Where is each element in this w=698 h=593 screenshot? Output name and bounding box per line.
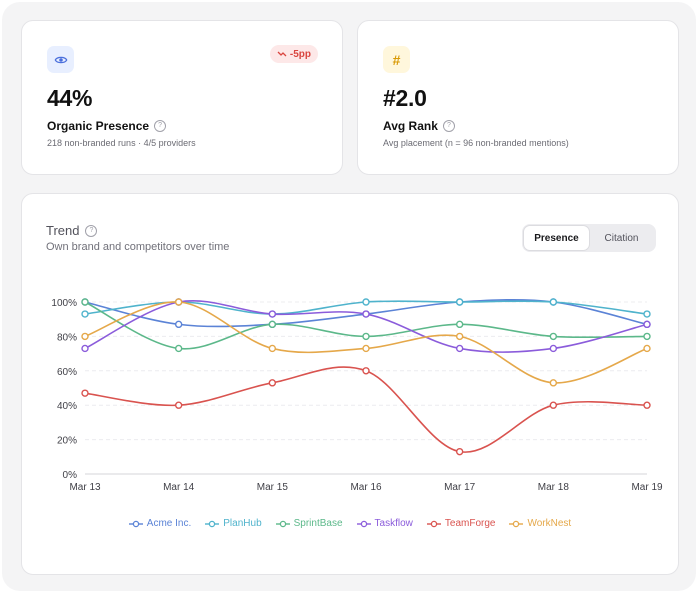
data-point [268, 344, 277, 353]
data-point [268, 320, 277, 329]
help-icon[interactable]: ? [85, 224, 98, 237]
legend-swatch [205, 520, 220, 527]
trend-card: Trend ? Own brand and competitors over t… [21, 193, 679, 575]
data-point [643, 344, 651, 353]
organic-presence-card: -5pp 44% Organic Presence ? 218 non-bran… [21, 20, 343, 175]
y-tick-label: 0% [63, 470, 78, 481]
help-icon[interactable]: ? [154, 120, 167, 132]
metric-toggle: Presence Citation [522, 224, 656, 252]
legend-label: PlanHub [223, 518, 262, 529]
data-point [455, 344, 464, 353]
toggle-presence[interactable]: Presence [524, 226, 589, 250]
x-tick-label: Mar 15 [257, 482, 289, 493]
legend-swatch [128, 520, 143, 527]
avg-rank-value: #2.0 [383, 85, 427, 111]
legend-label: TeamForge [444, 518, 496, 529]
data-point [643, 401, 651, 409]
y-tick-label: 80% [57, 332, 77, 343]
trend-down-icon [277, 51, 287, 57]
legend-item[interactable]: SprintBase [275, 518, 343, 529]
data-point [549, 401, 558, 409]
legend-swatch [509, 520, 524, 527]
data-point [643, 320, 651, 329]
help-icon[interactable]: ? [442, 120, 455, 132]
data-point [455, 447, 464, 456]
x-tick-label: Mar 14 [163, 482, 195, 493]
data-point [81, 389, 89, 397]
presence-title: Organic Presence ? [47, 119, 167, 133]
data-point [81, 332, 89, 341]
data-point [81, 310, 89, 318]
data-point [268, 310, 277, 318]
x-tick-label: Mar 18 [538, 482, 570, 493]
eye-icon [47, 46, 74, 73]
avg-rank-title-label: Avg Rank [383, 119, 438, 133]
legend-label: WorkNest [527, 518, 572, 529]
data-point [362, 310, 370, 318]
data-point [549, 298, 558, 306]
legend-label: Taskflow [374, 518, 413, 529]
y-tick-label: 40% [57, 401, 77, 412]
y-tick-label: 100% [51, 298, 77, 309]
data-point [362, 298, 370, 306]
data-point [549, 332, 558, 341]
y-tick-label: 60% [57, 367, 77, 378]
data-point [362, 332, 370, 341]
series-line [84, 301, 648, 350]
legend-swatch [356, 520, 371, 527]
hash-icon: # [383, 46, 410, 73]
trend-title: Trend ? [46, 223, 98, 238]
avg-rank-subtitle: Avg placement (n = 96 non-branded mentio… [383, 138, 569, 148]
legend-label: SprintBase [293, 518, 343, 529]
data-point [455, 332, 464, 341]
legend-item[interactable]: Acme Inc. [128, 518, 192, 529]
legend-item[interactable]: WorkNest [509, 518, 571, 529]
legend-swatch [426, 520, 441, 527]
avg-rank-card: # #2.0 Avg Rank ? Avg placement (n = 96 … [357, 20, 679, 175]
data-point [549, 379, 558, 387]
series-line [84, 300, 648, 353]
trend-subtitle: Own brand and competitors over time [46, 241, 230, 253]
presence-title-label: Organic Presence [47, 119, 150, 133]
data-point [362, 367, 370, 375]
legend-swatch [275, 520, 290, 527]
data-point [455, 298, 464, 306]
x-tick-label: Mar 16 [350, 482, 382, 493]
presence-subtitle: 218 non-branded runs · 4/5 providers [47, 138, 196, 148]
x-tick-label: Mar 17 [444, 482, 476, 493]
change-badge: -5pp [269, 45, 318, 63]
x-tick-label: Mar 13 [69, 482, 101, 493]
legend-item[interactable]: PlanHub [205, 518, 262, 529]
data-point [455, 320, 464, 329]
data-point [362, 344, 370, 353]
data-point [643, 310, 651, 318]
legend-item[interactable]: TeamForge [426, 518, 496, 529]
y-tick-label: 20% [57, 436, 77, 447]
data-point [174, 344, 183, 353]
trend-chart: 0% 20% 40% 60% 80% 100% Mar 13 Mar 14 Mar 15 Mar … [51, 298, 663, 493]
presence-value: 44% [47, 85, 93, 111]
data-point [174, 401, 183, 409]
toggle-citation[interactable]: Citation [604, 232, 639, 244]
x-tick-label: Mar 19 [631, 482, 663, 493]
chart-legend: Acme Inc. PlanHub SprintBase Taskflow TeamFo… [22, 518, 678, 529]
data-point [174, 298, 183, 306]
data-point [549, 344, 558, 353]
change-badge-label: -5pp [289, 48, 311, 60]
data-point [643, 332, 651, 341]
legend-item[interactable]: Taskflow [356, 518, 413, 529]
data-point [268, 379, 277, 387]
avg-rank-title: Avg Rank ? [383, 119, 455, 133]
trend-title-label: Trend [46, 223, 80, 238]
data-point [174, 320, 183, 329]
data-point [81, 298, 89, 306]
data-point [81, 344, 89, 353]
legend-label: Acme Inc. [146, 518, 192, 529]
